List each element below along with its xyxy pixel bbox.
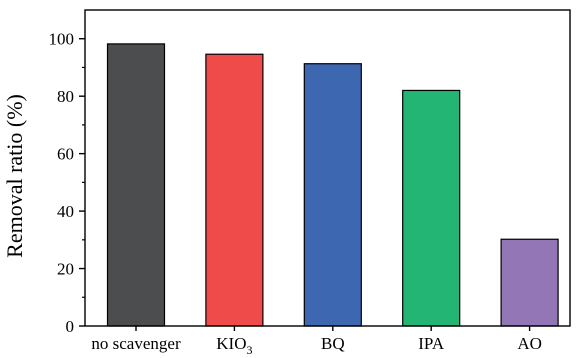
bar-bq	[303, 63, 362, 327]
y-axis: 0 20 40 60 80 100	[49, 30, 85, 336]
x-tick-label-kio3: KIO3	[216, 334, 252, 357]
bar-no-scavenger	[106, 43, 166, 327]
plot-frame	[84, 9, 571, 327]
bar-ao	[500, 238, 559, 327]
bar-ipa	[402, 89, 461, 327]
x-tick-label-ipa: IPA	[418, 334, 445, 353]
y-tick-label-60: 60	[57, 145, 74, 164]
x-axis: no scavenger KIO3 BQ IPA AO	[91, 326, 542, 357]
x-tick-label-bq: BQ	[321, 334, 345, 353]
x-tick-label-no-scavenger: no scavenger	[91, 334, 181, 353]
y-tick-label-20: 20	[57, 260, 74, 279]
y-tick-label-100: 100	[49, 30, 75, 49]
bars-group	[106, 43, 559, 327]
x-tick-label-ao: AO	[517, 334, 542, 353]
y-tick-label-40: 40	[57, 202, 74, 221]
y-axis-title: Removal ratio (%)	[2, 94, 27, 258]
y-tick-label-0: 0	[66, 317, 75, 336]
y-tick-label-80: 80	[57, 87, 74, 106]
bar-kio3	[205, 53, 264, 327]
